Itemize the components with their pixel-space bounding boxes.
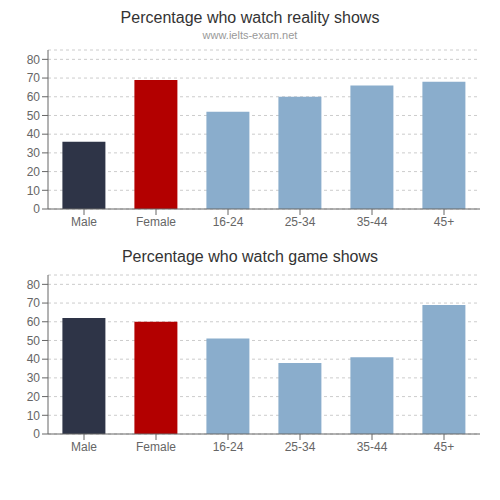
- svg-text:0: 0: [33, 427, 40, 441]
- svg-text:35-44: 35-44: [357, 440, 388, 454]
- svg-text:40: 40: [27, 127, 41, 141]
- svg-text:50: 50: [27, 109, 41, 123]
- svg-text:16-24: 16-24: [213, 440, 244, 454]
- html-text:Percentage who watch game show: Percentage who watch game shows: [121, 248, 379, 265]
- svg-text:60: 60: [27, 90, 41, 104]
- svg-text:10: 10: [27, 409, 41, 423]
- svg-text:30: 30: [27, 371, 41, 385]
- svg-text:80: 80: [27, 278, 41, 292]
- svg-text:45+: 45+: [434, 440, 454, 454]
- html-text:Percentage who watch reality s: Percentage who watch reality shows: [120, 9, 380, 26]
- svg-text:Female: Female: [136, 215, 176, 229]
- svg-text:45+: 45+: [434, 215, 454, 229]
- svg-text:20: 20: [27, 390, 41, 404]
- svg-text:Male: Male: [71, 215, 97, 229]
- svg-text:20: 20: [27, 165, 41, 179]
- svg-text:30: 30: [27, 146, 41, 160]
- svg-text:70: 70: [27, 71, 41, 85]
- svg-text:25-34: 25-34: [285, 215, 316, 229]
- svg-text:10: 10: [27, 184, 41, 198]
- svg-text:50: 50: [27, 334, 41, 348]
- svg-text:Male: Male: [71, 440, 97, 454]
- svg-text:40: 40: [27, 352, 41, 366]
- svg-text:60: 60: [27, 315, 41, 329]
- svg-text:80: 80: [27, 53, 41, 67]
- svg-text:70: 70: [27, 296, 41, 310]
- svg-text:Female: Female: [136, 440, 176, 454]
- svg-text:25-34: 25-34: [285, 440, 316, 454]
- html-text:www.ielts-exam.net: www.ielts-exam.net: [202, 29, 298, 41]
- svg-text:16-24: 16-24: [213, 215, 244, 229]
- svg-text:0: 0: [33, 202, 40, 216]
- svg-text:35-44: 35-44: [357, 215, 388, 229]
